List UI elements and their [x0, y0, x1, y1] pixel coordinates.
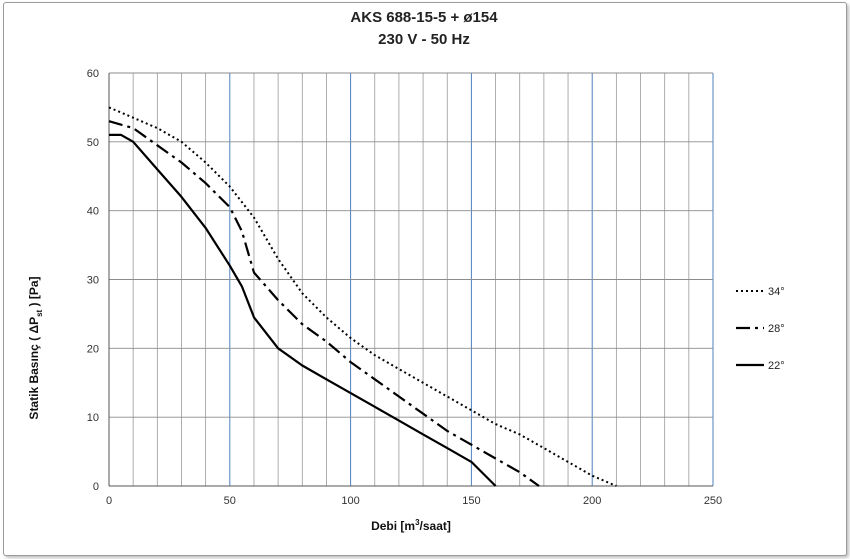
- series-line-3: [109, 133, 497, 487]
- y-axis-label-end: ) [Pa]: [27, 276, 41, 309]
- x-tick-label: 50: [224, 495, 236, 507]
- x-tick-label: 100: [341, 495, 359, 507]
- x-tick-label: 150: [462, 495, 480, 507]
- legend-label-2: 28°: [768, 323, 785, 335]
- legend: 34° 28° 22°: [736, 286, 785, 372]
- y-tick-label: 10: [87, 412, 99, 424]
- x-axis-label-main: Debi [m: [371, 519, 415, 533]
- legend-label-1: 34°: [768, 286, 785, 298]
- y-tick-label: 30: [87, 275, 99, 287]
- y-tick-label: 40: [87, 206, 99, 218]
- x-tick-label: 250: [704, 495, 722, 507]
- y-tick-label: 50: [87, 137, 99, 149]
- series-lines: [108, 106, 617, 487]
- chart-title-line1: AKS 688-15-5 + ø154: [350, 9, 498, 26]
- tick-labels: 0 50 100 150 200 250 0 10 20 30 40 50 60: [87, 68, 722, 507]
- y-axis-label-main: Statik Basınç ( ΔP: [27, 317, 41, 420]
- x-tick-label: 200: [583, 495, 601, 507]
- y-tick-label: 20: [87, 343, 99, 355]
- grid: [108, 72, 714, 487]
- series-line-2: [108, 120, 540, 487]
- chart-title-line2: 230 V - 50 Hz: [378, 31, 470, 48]
- series-line-1: [108, 106, 617, 487]
- x-axis-label: Debi [m3/saat]: [371, 518, 451, 533]
- y-tick-label: 60: [87, 68, 99, 80]
- y-axis-label-sub: st: [35, 309, 44, 316]
- x-axis-label-sup: 3: [415, 518, 420, 527]
- chart-frame: [3, 2, 847, 556]
- y-tick-label: 0: [93, 481, 99, 493]
- x-axis-label-end: /saat]: [420, 519, 451, 533]
- x-tick-label: 0: [106, 495, 112, 507]
- y-axis-label: Statik Basınç ( ΔPst ) [Pa]: [27, 276, 44, 419]
- legend-label-3: 22°: [768, 360, 785, 372]
